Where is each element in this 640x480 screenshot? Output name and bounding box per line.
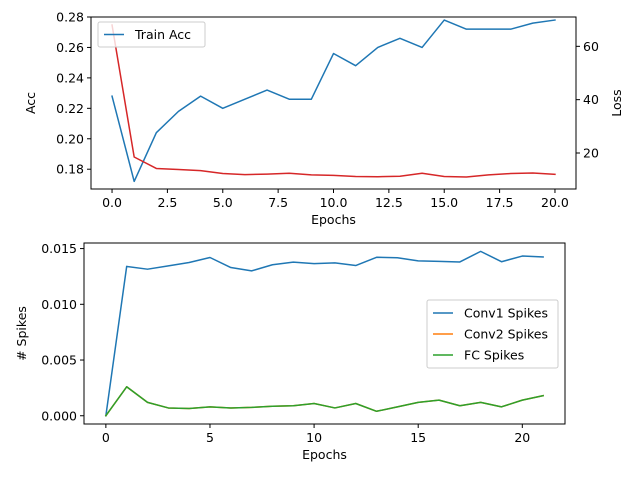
accuracy-loss-legend: Train Acc	[97, 21, 206, 48]
x-tick-label: 5	[206, 430, 214, 445]
x-tick-label: 2.5	[157, 195, 177, 210]
x-tick-label: 10.0	[320, 195, 348, 210]
y-tick-label: 0.22	[56, 101, 84, 116]
accuracy-loss-plot-lines	[111, 19, 556, 183]
y-tick-label: 0.20	[56, 131, 84, 146]
x-tick-label: 20.0	[541, 195, 569, 210]
x-tick-label: 0	[102, 430, 110, 445]
fc-spikes-line	[104, 386, 545, 417]
spikes-plot-lines	[104, 250, 545, 417]
y-right-tick-label: 40	[583, 92, 599, 107]
series-1-line	[111, 24, 556, 178]
x-tick-label: 15	[410, 430, 426, 445]
y-tick-label: 0.18	[56, 162, 84, 177]
accuracy-loss-legend-box	[97, 21, 206, 48]
accuracy-loss-chart: 0.0 2.5 5.0 7.5 10.0 12.5 15.0 17.5 20.0 0.18 0.2…	[23, 10, 624, 228]
x-tick-label: 15.0	[430, 195, 458, 210]
y-tick-label: 0.26	[56, 40, 84, 55]
spikes-y-axis-label: # Spikes	[14, 306, 29, 361]
y-tick-label: 0.015	[41, 241, 77, 256]
legend-label-train-acc: Train Acc	[134, 27, 191, 42]
conv1-spikes-line	[105, 250, 544, 417]
train-acc-line	[111, 19, 556, 183]
spikes-plot-frame	[83, 242, 566, 425]
y-right-tick-label: 20	[583, 146, 599, 161]
accuracy-loss-y-ticks-right: 20 40 60	[576, 39, 599, 161]
accuracy-loss-x-axis-label: Epochs	[311, 212, 356, 227]
y-tick-label: 0.24	[56, 70, 84, 85]
loss-y-axis-label: Loss	[609, 89, 624, 116]
spikes-legend: Conv1 Spikes Conv2 Spikes FC Spikes	[426, 299, 559, 369]
legend-label-conv1-spikes: Conv1 Spikes	[464, 306, 548, 321]
spikes-x-axis-label: Epochs	[302, 447, 347, 462]
spikes-chart: 0 5 10 15 20 0.000 0.005 0.010 0.015 Epochs # S…	[14, 241, 566, 462]
x-tick-label: 10	[306, 430, 322, 445]
accuracy-y-axis-label: Acc	[23, 92, 38, 114]
accuracy-loss-x-ticks: 0.0 2.5 5.0 7.5 10.0 12.5 15.0 17.5 20.0	[102, 189, 569, 210]
y-tick-label: 0.005	[41, 353, 77, 368]
x-tick-label: 17.5	[486, 195, 514, 210]
accuracy-loss-y-ticks: 0.18 0.20 0.22 0.24 0.26 0.28	[56, 10, 91, 177]
x-tick-label: 0.0	[102, 195, 122, 210]
legend-label-conv2-spikes: Conv2 Spikes	[464, 327, 548, 342]
spikes-x-ticks: 0 5 10 15 20	[102, 424, 530, 445]
x-tick-label: 5.0	[213, 195, 233, 210]
x-tick-label: 20	[514, 430, 530, 445]
x-tick-label: 12.5	[375, 195, 403, 210]
y-right-tick-label: 60	[583, 39, 599, 54]
x-tick-label: 7.5	[268, 195, 288, 210]
y-tick-label: 0.28	[56, 10, 84, 25]
y-tick-label: 0.010	[41, 297, 77, 312]
y-tick-label: 0.000	[41, 408, 77, 423]
spikes-legend-box	[426, 299, 559, 369]
legend-label-fc-spikes: FC Spikes	[464, 348, 524, 363]
spikes-y-ticks: 0.000 0.005 0.010 0.015	[41, 241, 84, 423]
